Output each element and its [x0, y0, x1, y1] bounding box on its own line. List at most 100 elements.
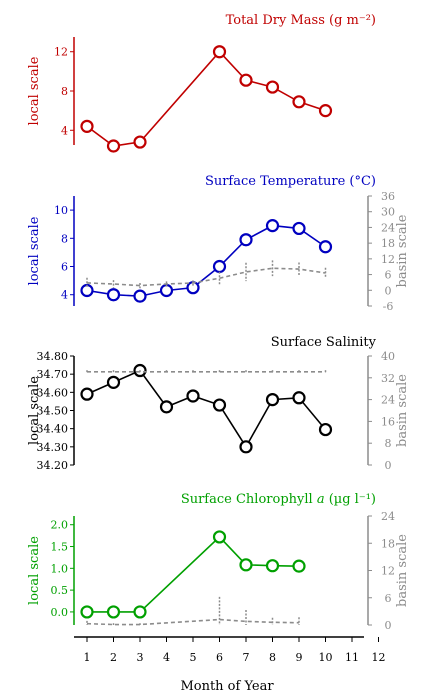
local-data-point	[265, 219, 280, 233]
left-tick-label: 34.70	[37, 368, 69, 381]
right-tick-label: 24	[381, 394, 395, 407]
right-tick-label: 0	[385, 459, 392, 472]
local-data-point	[159, 400, 174, 414]
left-tick-label: 34.40	[37, 423, 69, 436]
panel-title: Total Dry Mass (g m⁻²)	[226, 13, 376, 28]
left-tick-label: 34.50	[37, 405, 69, 418]
left-tick-label: 1.5	[51, 541, 69, 554]
left-axis-label: local scale	[27, 216, 42, 285]
local-series-line	[86, 50, 326, 147]
local-data-point	[239, 233, 253, 247]
local-data-point	[239, 73, 253, 87]
local-data-point	[106, 375, 121, 389]
left-tick-label: 12	[54, 46, 68, 59]
x-tick-label: 7	[243, 651, 250, 664]
right-tick-label: 0	[385, 619, 392, 632]
title-part: a	[317, 492, 325, 507]
left-tick-label: 4	[61, 289, 68, 302]
right-tick-label: 6	[385, 592, 392, 605]
panel-mass: Total Dry Mass (g m⁻²) 4 8 12 local scale	[27, 13, 376, 153]
right-tick-label: 32	[381, 372, 395, 385]
left-tick-label: 4	[61, 124, 68, 137]
left-tick-label: 0.0	[51, 606, 69, 619]
local-data-point	[318, 422, 333, 437]
left-tick-label: 34.80	[37, 350, 69, 363]
right-axis-label: basin scale	[395, 374, 410, 447]
left-tick-label: 0.5	[51, 584, 69, 597]
local-data-point	[292, 559, 306, 573]
title-part: Surface Chlorophyll	[181, 492, 317, 507]
left-tick-label: 8	[61, 232, 68, 245]
left-tick-label: 34.60	[37, 386, 69, 399]
basin-series-line	[86, 618, 300, 626]
left-tick-label: 6	[61, 261, 68, 274]
local-data-point	[186, 281, 200, 295]
basin-series-line	[86, 267, 326, 287]
local-data-point	[292, 221, 306, 236]
local-data-point	[80, 387, 94, 401]
right-tick-label: 12	[381, 253, 395, 266]
local-data-point	[133, 135, 147, 149]
local-data-point	[80, 119, 94, 133]
x-tick-label: 9	[296, 651, 303, 664]
left-tick-label: 34.20	[37, 459, 69, 472]
panel-temp: Surface Temperature (°C) 4 6 8 10 local scale…	[27, 174, 410, 313]
local-data-point	[239, 440, 253, 454]
right-axis-label: basin scale	[395, 214, 410, 287]
local-data-point	[265, 559, 280, 573]
x-tick-label: 1	[84, 651, 91, 664]
right-tick-label: 30	[381, 206, 395, 219]
local-data-point	[159, 283, 174, 298]
right-tick-label: 40	[381, 350, 395, 363]
local-data-point	[265, 80, 280, 94]
left-tick-label: 34.30	[37, 441, 69, 454]
panel-title: Surface Chlorophyll a (µg l⁻¹)	[181, 492, 376, 507]
x-tick-label: 10	[319, 651, 333, 664]
right-tick-label: 18	[381, 537, 395, 550]
local-data-point	[80, 605, 94, 619]
left-axis-label: local scale	[27, 376, 42, 445]
local-data-point	[133, 605, 147, 619]
x-axis-label: Month of Year	[180, 679, 274, 694]
local-data-point	[212, 530, 227, 544]
local-data-point	[292, 391, 306, 405]
title-part: (µg l⁻¹)	[325, 492, 376, 507]
local-series-line	[86, 224, 326, 297]
x-tick-label: 3	[137, 651, 144, 664]
left-tick-label: 10	[54, 204, 68, 217]
left-axis-label: local scale	[27, 56, 42, 125]
right-tick-label: 18	[381, 237, 395, 250]
local-data-point	[292, 95, 306, 109]
x-tick-label: 6	[216, 651, 223, 664]
local-data-point	[212, 398, 227, 412]
local-data-point	[318, 240, 333, 254]
local-data-point	[212, 259, 227, 274]
right-tick-label: 8	[385, 437, 392, 450]
right-tick-label: -6	[383, 300, 394, 313]
panel-title: Surface Temperature (°C)	[205, 174, 376, 189]
local-data-point	[106, 288, 121, 302]
panel-title: Surface Salinity	[271, 335, 377, 350]
right-tick-label: 24	[381, 510, 395, 523]
x-tick-label: 5	[190, 651, 197, 664]
x-tick-label: 11	[345, 651, 359, 664]
local-data-point	[239, 558, 253, 572]
local-data-point	[265, 393, 280, 407]
left-tick-label: 8	[61, 85, 68, 98]
panel-sal: Surface Salinity 34.20 34.30 34.40 34.50 34.6…	[27, 335, 410, 472]
right-tick-label: 12	[381, 565, 395, 578]
x-tick-label: 4	[163, 651, 170, 664]
local-data-point	[133, 289, 147, 303]
x-tick-label: 8	[269, 651, 276, 664]
left-tick-label: 1.0	[51, 562, 69, 575]
right-tick-label: 0	[385, 284, 392, 297]
local-series-line	[87, 535, 300, 613]
panel-chl: Surface Chlorophyll a (µg l⁻¹) 0.0 0.5 1.0 1…	[27, 492, 410, 694]
left-tick-label: 2.0	[51, 519, 69, 532]
local-data-point	[186, 389, 200, 403]
left-axis-label: local scale	[27, 536, 42, 605]
right-tick-label: 16	[381, 415, 395, 428]
right-axis-label: basin scale	[395, 534, 410, 607]
local-data-point	[106, 605, 121, 619]
